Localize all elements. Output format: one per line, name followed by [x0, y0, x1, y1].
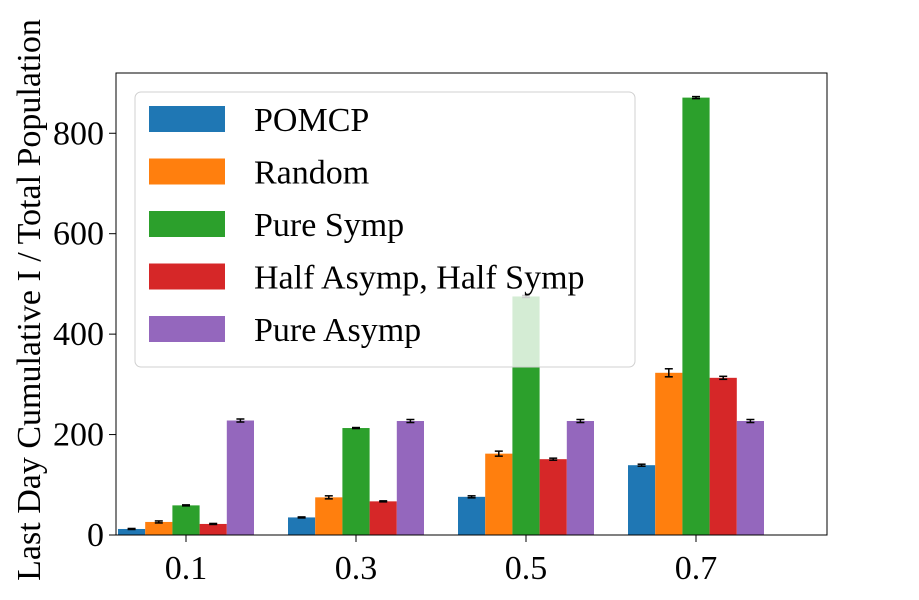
error-bar-pomcp-0_7: [637, 463, 646, 467]
bar-half-asymp-half-symp-0_7: [709, 377, 737, 535]
legend-swatch-pure-asymp: [149, 316, 225, 342]
y-tick-label-400: 400: [53, 316, 104, 353]
y-axis: 0 200 400 600 800: [53, 115, 116, 554]
bar-pure-symp-0_3: [342, 428, 370, 535]
bar-pure-symp-0_1: [172, 505, 200, 535]
error-bar-pure-symp-0_1: [182, 504, 190, 507]
legend-label-pure-symp: Pure Symp: [254, 207, 404, 244]
y-tick-label-600: 600: [53, 216, 104, 253]
bar-pure-asymp-0_1: [226, 420, 254, 535]
x-tick-label-0.5: 0.5: [505, 550, 548, 587]
error-bar-pomcp-0_3: [297, 516, 306, 519]
bar-random-0_3: [315, 497, 343, 535]
y-tick-label-800: 800: [53, 115, 104, 152]
error-bar-pure-symp-0_7: [692, 95, 700, 100]
error-bar-half-asymp-half-symp-0_1: [209, 522, 218, 526]
legend-label-half-asymp-half-symp: Half Asymp, Half Symp: [254, 260, 585, 297]
bar-half-asymp-half-symp-0_3: [369, 501, 397, 535]
bar-random-0_7: [655, 372, 683, 535]
error-bar-pure-asymp-0_7: [746, 418, 755, 424]
plot-frame: [115, 72, 828, 536]
error-bar-random-0_7: [664, 368, 673, 378]
bar-pomcp-0_1: [118, 528, 146, 535]
legend-swatch-random: [149, 158, 225, 185]
legend-swatch-half-asymp-half-symp: [149, 263, 225, 290]
error-bar-pure-symp-0_3: [352, 426, 360, 430]
y-tick-label-0: 0: [87, 517, 104, 554]
y-tick-label-200: 200: [53, 417, 104, 454]
bar-random-0_1: [145, 521, 173, 535]
y-axis-label: Last Day Cumulative I / Total Population: [11, 19, 48, 581]
bar-pure-asymp-0_5: [566, 421, 594, 535]
legend: POMCP Random Pure Symp Half Asymp, Half Sym…: [134, 91, 636, 368]
legend-swatch-pomcp: [149, 106, 225, 132]
bar-half-asymp-half-symp-0_5: [539, 459, 567, 535]
bar-pomcp-0_5: [458, 496, 486, 535]
x-tick-label-0.3: 0.3: [335, 550, 378, 587]
error-bar-random-0_3: [324, 495, 333, 500]
legend-frame: [134, 91, 636, 368]
bar-random-0_5: [485, 453, 513, 535]
legend-label-pure-asymp: Pure Asymp: [254, 312, 421, 349]
legend-label-pomcp: POMCP: [254, 102, 369, 139]
x-axis: 0.1 0.3 0.5 0.7: [165, 535, 718, 587]
x-tick-label-0.7: 0.7: [675, 550, 718, 587]
error-bar-pure-asymp-0_5: [576, 418, 585, 424]
error-bar-random-0_1: [154, 520, 163, 524]
bar-half-asymp-half-symp-0_1: [199, 523, 227, 535]
error-bar-half-asymp-half-symp-0_3: [379, 500, 388, 503]
error-bars-layer: [127, 95, 755, 531]
bars-layer: [118, 97, 764, 536]
error-bar-pomcp-0_1: [127, 527, 136, 531]
error-bar-pure-asymp-0_1: [236, 418, 245, 423]
bar-pure-asymp-0_3: [396, 421, 424, 535]
error-bar-random-0_5: [494, 450, 503, 457]
error-bar-half-asymp-half-symp-0_5: [549, 457, 558, 461]
bar-pomcp-0_7: [628, 465, 656, 535]
legend-swatch-pure-symp: [149, 211, 225, 237]
error-bar-pure-asymp-0_3: [406, 418, 415, 424]
bar-pomcp-0_3: [288, 517, 316, 535]
error-bar-pomcp-0_5: [467, 495, 476, 499]
bar-pure-symp-0_7: [682, 97, 710, 536]
x-tick-label-0.1: 0.1: [165, 550, 208, 587]
bar-pure-asymp-0_7: [736, 421, 764, 535]
legend-label-random: Random: [254, 155, 369, 192]
error-bar-half-asymp-half-symp-0_7: [719, 375, 728, 381]
